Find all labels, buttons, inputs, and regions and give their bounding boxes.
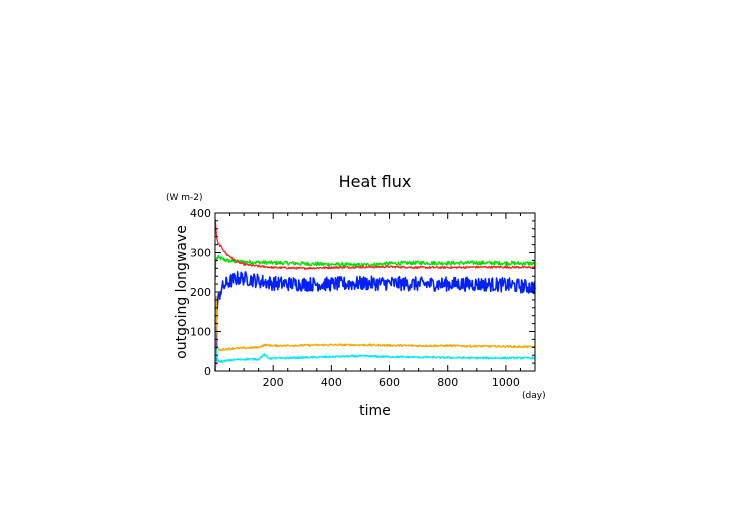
chart-title: Heat flux xyxy=(339,172,412,191)
series-line-2 xyxy=(214,218,536,270)
y-axis-unit: (W m-2) xyxy=(166,193,203,203)
plot-lines xyxy=(214,218,536,372)
x-tick-label: 600 xyxy=(379,376,400,389)
series-line-1 xyxy=(214,254,536,281)
y-tick-label: 400 xyxy=(190,207,211,220)
x-axis-unit: (day) xyxy=(522,391,546,401)
x-tick-label: 200 xyxy=(263,376,284,389)
series-line-5 xyxy=(214,349,536,372)
series-line-4 xyxy=(214,296,536,372)
x-axis-label: time xyxy=(359,403,391,419)
axis-tick-labels: 200 400 600 800 1000 0 100 200 300 400 xyxy=(190,207,520,389)
y-tick-label: 100 xyxy=(190,326,211,339)
axis-ticks xyxy=(214,212,536,372)
y-tick-label: 0 xyxy=(204,365,211,378)
y-tick-label: 200 xyxy=(190,286,211,299)
y-tick-label: 300 xyxy=(190,247,211,260)
y-axis-label: outgoing longwave xyxy=(174,225,190,359)
x-tick-label: 400 xyxy=(321,376,342,389)
x-tick-label: 800 xyxy=(437,376,458,389)
plot-frame xyxy=(214,212,536,372)
series-line-3 xyxy=(214,270,536,372)
x-tick-label: 1000 xyxy=(492,376,520,389)
